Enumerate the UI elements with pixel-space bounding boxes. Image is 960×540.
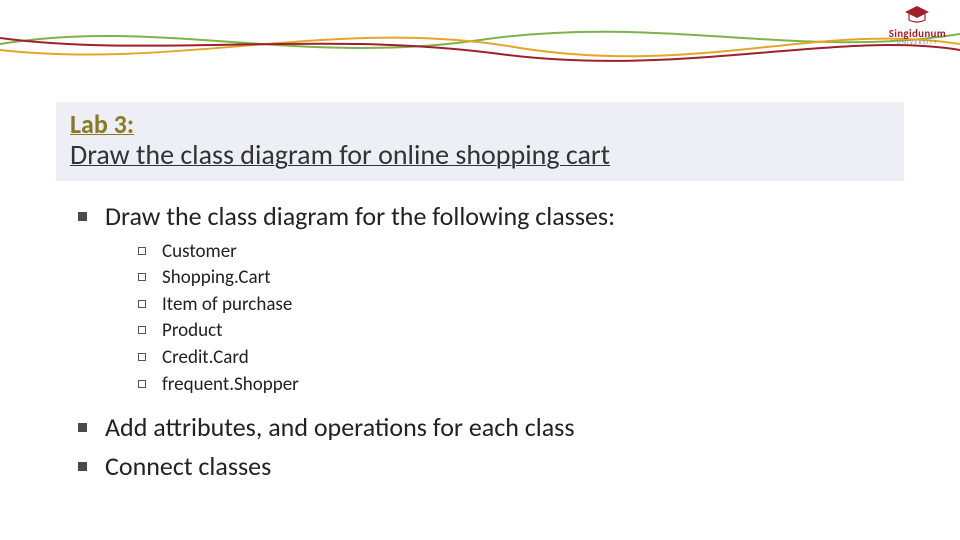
- hollow-square-bullet-icon: [138, 247, 146, 255]
- sub-item-text: Credit.Card: [162, 345, 249, 371]
- title-box: Lab 3: Draw the class diagram for online…: [56, 102, 904, 181]
- square-bullet-icon: [78, 212, 87, 221]
- sub-item-text: Item of purchase: [162, 292, 292, 318]
- sub-item: frequent.Shopper: [138, 372, 898, 398]
- sub-item-text: Product: [162, 318, 223, 344]
- slide-title: Draw the class diagram for online shoppi…: [70, 139, 890, 171]
- bullet-item: Draw the class diagram for the following…: [78, 200, 898, 233]
- logo-mark-icon: [902, 4, 932, 26]
- sub-item-text: Shopping.Cart: [162, 265, 271, 291]
- sub-list: CustomerShopping.CartItem of purchasePro…: [138, 239, 898, 398]
- sub-item: Credit.Card: [138, 345, 898, 371]
- bullet-text: Draw the class diagram for the following…: [105, 200, 615, 233]
- sub-item: Product: [138, 318, 898, 344]
- hollow-square-bullet-icon: [138, 326, 146, 334]
- bullet-item: Add attributes, and operations for each …: [78, 411, 898, 444]
- sub-item: Item of purchase: [138, 292, 898, 318]
- square-bullet-icon: [78, 462, 87, 471]
- bullet-text: Connect classes: [105, 450, 271, 483]
- sub-item-text: frequent.Shopper: [162, 372, 299, 398]
- university-logo: Singidunum UNIVERSITY: [889, 4, 946, 45]
- hollow-square-bullet-icon: [138, 353, 146, 361]
- content-area: Draw the class diagram for the following…: [78, 200, 898, 488]
- square-bullet-icon: [78, 423, 87, 432]
- hollow-square-bullet-icon: [138, 273, 146, 281]
- sub-item: Customer: [138, 239, 898, 265]
- sub-item: Shopping.Cart: [138, 265, 898, 291]
- hollow-square-bullet-icon: [138, 380, 146, 388]
- bullet-text: Add attributes, and operations for each …: [105, 411, 575, 444]
- bullet-item: Connect classes: [78, 450, 898, 483]
- hollow-square-bullet-icon: [138, 300, 146, 308]
- sub-item-text: Customer: [162, 239, 237, 265]
- header-waves: [0, 0, 960, 70]
- lab-label: Lab 3:: [70, 110, 890, 139]
- logo-subtitle: UNIVERSITY: [889, 39, 946, 45]
